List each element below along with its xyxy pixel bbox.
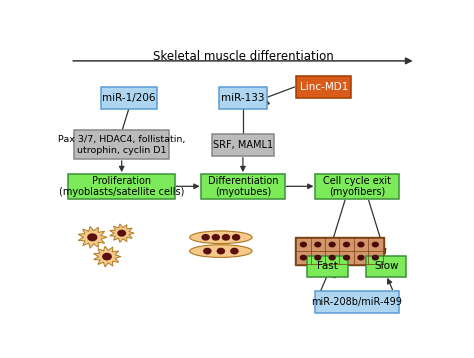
Circle shape xyxy=(212,234,219,240)
FancyBboxPatch shape xyxy=(68,174,175,199)
Polygon shape xyxy=(78,226,107,248)
Polygon shape xyxy=(93,246,121,267)
Text: Proliferation
(myoblasts/satellite cells): Proliferation (myoblasts/satellite cells… xyxy=(59,175,184,197)
FancyBboxPatch shape xyxy=(212,134,274,156)
FancyBboxPatch shape xyxy=(296,76,351,98)
Ellipse shape xyxy=(190,245,252,257)
FancyBboxPatch shape xyxy=(295,237,383,265)
Text: Differentiation
(myotubes): Differentiation (myotubes) xyxy=(208,175,278,197)
Text: miR-1/206: miR-1/206 xyxy=(102,93,156,103)
FancyBboxPatch shape xyxy=(315,291,399,313)
Text: miR-133: miR-133 xyxy=(221,93,264,103)
Circle shape xyxy=(231,248,238,254)
Circle shape xyxy=(204,248,211,254)
Circle shape xyxy=(329,242,335,247)
Circle shape xyxy=(358,255,364,260)
Circle shape xyxy=(233,234,240,240)
Circle shape xyxy=(202,234,209,240)
Circle shape xyxy=(218,248,224,254)
Text: SRF, MAML1: SRF, MAML1 xyxy=(213,140,273,150)
FancyBboxPatch shape xyxy=(366,256,406,277)
Circle shape xyxy=(344,255,349,260)
FancyBboxPatch shape xyxy=(201,174,285,199)
Text: Slow: Slow xyxy=(374,261,399,271)
Circle shape xyxy=(315,255,321,260)
Circle shape xyxy=(329,255,335,260)
Circle shape xyxy=(301,255,306,260)
Circle shape xyxy=(373,255,378,260)
Polygon shape xyxy=(109,224,134,242)
Circle shape xyxy=(222,234,229,240)
Text: Fast: Fast xyxy=(317,261,338,271)
Circle shape xyxy=(118,230,126,236)
FancyBboxPatch shape xyxy=(74,130,170,159)
FancyBboxPatch shape xyxy=(219,87,267,110)
Text: Linc-MD1: Linc-MD1 xyxy=(300,82,348,92)
Circle shape xyxy=(315,242,321,247)
Circle shape xyxy=(103,253,111,260)
Circle shape xyxy=(373,242,378,247)
FancyBboxPatch shape xyxy=(101,87,156,110)
Circle shape xyxy=(88,234,97,241)
Text: miR-208b/miR-499: miR-208b/miR-499 xyxy=(311,297,402,307)
Text: Pax 3/7, HDAC4, follistatin,
utrophin, cyclin D1: Pax 3/7, HDAC4, follistatin, utrophin, c… xyxy=(58,135,185,155)
FancyBboxPatch shape xyxy=(315,174,399,199)
Circle shape xyxy=(301,242,306,247)
Ellipse shape xyxy=(190,231,252,244)
Circle shape xyxy=(344,242,349,247)
Text: Cell cycle exit
(myofibers): Cell cycle exit (myofibers) xyxy=(323,175,391,197)
Circle shape xyxy=(358,242,364,247)
FancyBboxPatch shape xyxy=(307,256,347,277)
Text: Skeletal muscle differentiation: Skeletal muscle differentiation xyxy=(153,50,333,63)
